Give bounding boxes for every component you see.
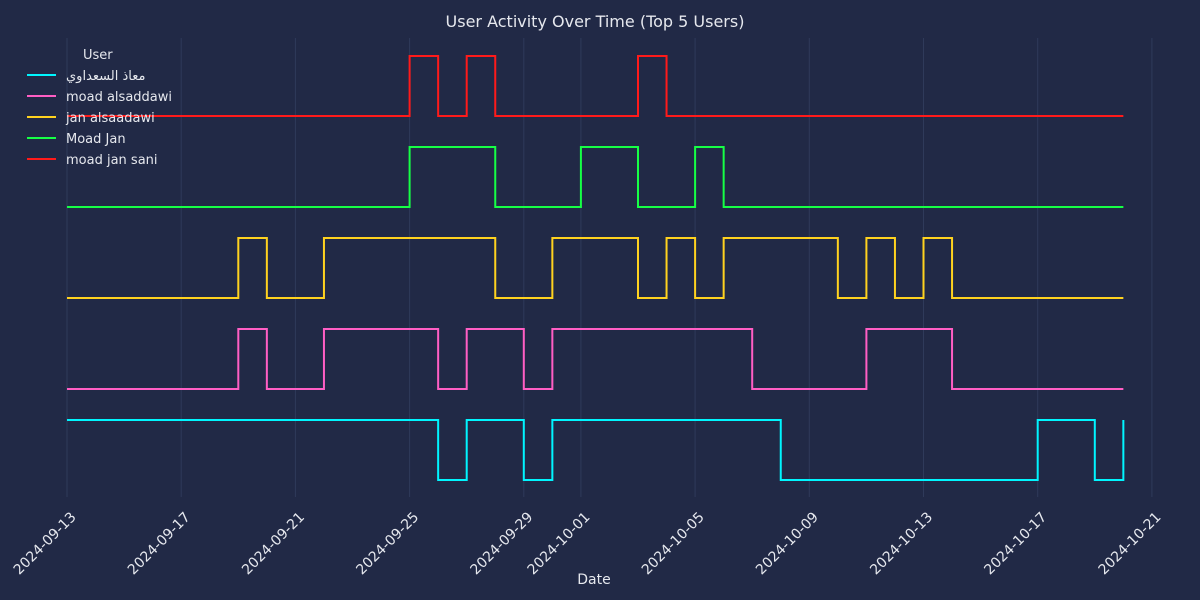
- x-tick-label: 2024-09-17: [125, 509, 194, 578]
- legend-label: jan alsaadawi: [65, 111, 155, 126]
- x-tick-label: 2024-10-05: [639, 509, 708, 578]
- x-axis-label: Date: [577, 572, 610, 588]
- x-tick-label: 2024-09-13: [11, 509, 80, 578]
- series-line-1: [67, 328, 1124, 390]
- series-lines: [67, 55, 1125, 481]
- x-tick-label: 2024-10-09: [753, 509, 822, 578]
- x-tick-label: 2024-09-25: [353, 509, 422, 578]
- legend-label: moad jan sani: [66, 153, 158, 168]
- grid: [66, 38, 1153, 497]
- chart-title: User Activity Over Time (Top 5 Users): [446, 12, 745, 31]
- legend-title: User: [83, 48, 113, 63]
- legend-label: Moad Jan: [66, 132, 126, 147]
- x-tick-label: 2024-10-21: [1096, 509, 1165, 578]
- legend-label: moad alsaddawi: [66, 90, 172, 105]
- series-line-4: [67, 55, 1124, 117]
- series-line-0: [67, 419, 1125, 481]
- legend: User معاذ السعداوي moad alsaddawi jan alsa…: [27, 48, 172, 168]
- legend-label: معاذ السعداوي: [66, 69, 145, 84]
- series-line-2: [67, 237, 1124, 299]
- x-tick-labels: 2024-09-13 2024-09-17 2024-09-21 2024-09-25…: [11, 509, 1165, 578]
- series-line-3: [67, 146, 1124, 208]
- x-tick-label: 2024-10-13: [867, 509, 936, 578]
- x-tick-label: 2024-10-17: [981, 509, 1050, 578]
- x-tick-label: 2024-09-21: [239, 509, 308, 578]
